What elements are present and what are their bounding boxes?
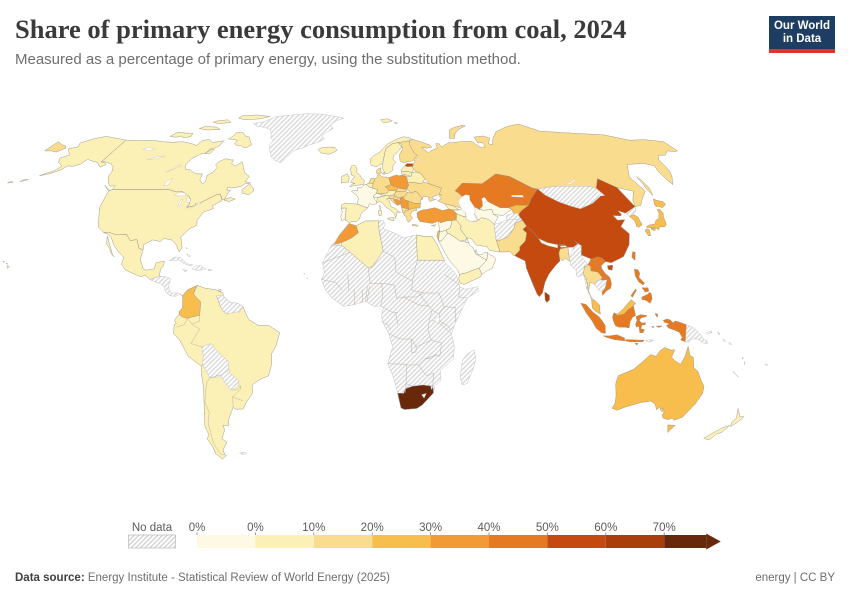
world-map xyxy=(2,113,769,460)
country-new-caledonia[interactable] xyxy=(732,370,739,378)
legend-bin-40-50[interactable] xyxy=(489,535,548,548)
country-paraguay[interactable] xyxy=(219,369,239,391)
legend-bin-60-70[interactable] xyxy=(605,535,665,548)
country-russia[interactable] xyxy=(44,123,678,209)
country-cape-verde[interactable] xyxy=(303,273,309,280)
legend-bin-70+[interactable] xyxy=(664,535,707,548)
lakes xyxy=(142,147,575,399)
page-title: Share of primary energy consumption from… xyxy=(15,14,627,44)
country-bangladesh[interactable] xyxy=(558,247,571,262)
legend-tick-label: 20% xyxy=(361,522,384,534)
country-hispaniola[interactable] xyxy=(191,265,206,271)
country-timor[interactable] xyxy=(645,339,655,343)
legend-tick-label: 70% xyxy=(653,522,676,534)
legend-bin-50-60[interactable] xyxy=(547,535,606,548)
legend-tick-label: 50% xyxy=(536,522,559,534)
owid-logo-line2: in Data xyxy=(782,33,822,45)
country-solomon[interactable] xyxy=(722,338,733,346)
country-south-korea[interactable] xyxy=(629,214,643,228)
owid-logo-line1: Our World xyxy=(773,19,830,32)
country-croatia[interactable] xyxy=(388,195,402,206)
country-indonesia[interactable] xyxy=(580,303,687,346)
data-source-label: Data source: xyxy=(15,572,85,584)
legend-bin-0[interactable] xyxy=(197,535,256,548)
legend-tick-label: 40% xyxy=(477,522,500,534)
country-trinidad[interactable] xyxy=(218,289,222,292)
country-kuwait[interactable] xyxy=(465,237,470,244)
country-falklands[interactable] xyxy=(239,451,248,455)
country-central-america[interactable] xyxy=(149,275,184,298)
legend-tick-label: 0% xyxy=(189,522,206,534)
country-fiji[interactable] xyxy=(764,363,769,367)
country-taiwan[interactable] xyxy=(631,251,636,261)
country-japan[interactable] xyxy=(644,198,667,236)
country-sweden[interactable] xyxy=(381,142,403,174)
country-bolivia[interactable] xyxy=(201,343,230,379)
country-svalbard[interactable] xyxy=(380,118,398,124)
legend-tick-label: 0% xyxy=(247,522,264,534)
owid-logo[interactable]: Our World in Data xyxy=(769,16,835,53)
country-italy[interactable] xyxy=(376,195,401,222)
country-iceland[interactable] xyxy=(317,146,338,155)
legend-tick-label: 30% xyxy=(419,522,442,534)
south-america-internal-borders xyxy=(176,285,244,455)
footer-license[interactable]: energy | CC BY xyxy=(755,572,835,584)
data-source-note: Data source: Energy Institute - Statisti… xyxy=(15,572,390,584)
country-vanuatu[interactable] xyxy=(742,356,745,366)
country-cuba[interactable] xyxy=(168,256,194,266)
legend-bin-30-40[interactable] xyxy=(430,535,489,548)
country-greenland[interactable] xyxy=(253,113,345,164)
country-mongolia[interactable] xyxy=(537,186,605,209)
legend-tick-label: 60% xyxy=(594,522,617,534)
country-greece[interactable] xyxy=(403,207,419,227)
country-australia[interactable] xyxy=(611,346,705,433)
country-denmark[interactable] xyxy=(376,167,386,175)
country-south-africa[interactable] xyxy=(397,384,434,410)
country-uk[interactable] xyxy=(349,165,365,188)
country-alaska[interactable] xyxy=(7,136,127,184)
country-cyprus[interactable] xyxy=(431,224,437,227)
country-philippines[interactable] xyxy=(630,268,653,304)
country-ireland[interactable] xyxy=(340,173,350,184)
country-north-korea[interactable] xyxy=(625,206,636,217)
legend-tick-label: 10% xyxy=(302,522,325,534)
country-madagascar[interactable] xyxy=(459,349,477,386)
country-yemen[interactable] xyxy=(458,267,483,285)
country-new-zealand[interactable] xyxy=(703,408,745,441)
country-mexico[interactable] xyxy=(103,232,165,280)
legend-bin-10-20[interactable] xyxy=(313,535,373,548)
country-france[interactable] xyxy=(351,184,382,210)
country-bahamas[interactable] xyxy=(185,247,192,257)
country-jamaica[interactable] xyxy=(182,269,188,272)
country-uae-qatar[interactable] xyxy=(474,249,489,261)
country-spain[interactable] xyxy=(341,202,368,224)
data-source-text: Energy Institute - Statistical Review of… xyxy=(84,572,390,584)
legend-color-scale[interactable]: 0% 0% 10% 20% 30% 40% 50% 60% 70% xyxy=(189,522,721,550)
legend-no-data-swatch[interactable] xyxy=(128,534,176,549)
country-sri-lanka[interactable] xyxy=(544,291,550,303)
legend-no-data-label: No data xyxy=(132,522,173,534)
country-switzerland[interactable] xyxy=(373,192,383,198)
chart-footer: Data source: Energy Institute - Statisti… xyxy=(0,566,850,600)
country-puerto-rico[interactable] xyxy=(207,269,213,272)
countries-layer xyxy=(2,113,769,460)
country-vietnam[interactable] xyxy=(591,256,612,296)
legend-arrow xyxy=(706,533,721,550)
country-png[interactable] xyxy=(685,324,721,344)
map-legend: No data 0% 0% 10% 20% 30% 40% 50% 60% 70% xyxy=(0,505,850,565)
country-hawaii[interactable] xyxy=(2,260,10,269)
legend-bin-20-30[interactable] xyxy=(372,535,431,548)
chart-subtitle: Measured as a percentage of primary ener… xyxy=(15,51,521,68)
legend-bin-0-10[interactable] xyxy=(255,535,314,548)
